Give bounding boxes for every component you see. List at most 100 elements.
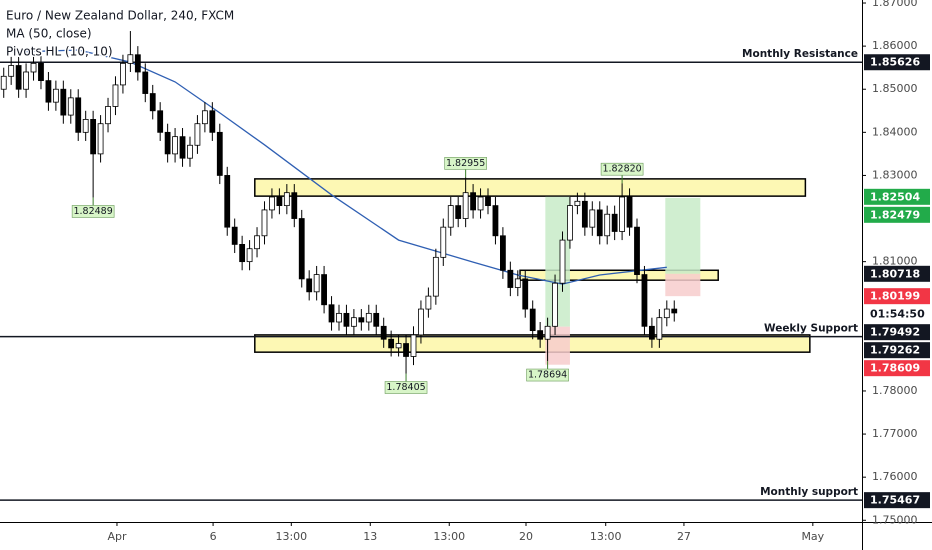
price-tag xyxy=(864,288,930,305)
candle-body xyxy=(127,54,134,64)
candle-body xyxy=(321,274,327,306)
candle-body xyxy=(298,218,305,280)
candle-body xyxy=(470,192,476,211)
candle-body xyxy=(336,312,342,323)
candle-body xyxy=(477,196,484,211)
price-tag-label: 1.75467 xyxy=(870,494,920,507)
price-tag-label: 1.79492 xyxy=(870,326,920,339)
candle-body xyxy=(112,84,119,107)
x-tick-label: 13 xyxy=(363,530,377,543)
price-tag xyxy=(864,188,930,205)
candle-body xyxy=(671,308,678,314)
candle-body xyxy=(656,317,663,340)
pivot-box xyxy=(71,205,115,218)
candle-body xyxy=(559,239,566,284)
pivot-label: 1.82955 xyxy=(446,158,485,169)
candle-body xyxy=(634,226,640,275)
candle-body xyxy=(194,123,201,146)
candle-body xyxy=(67,97,74,116)
candle-body xyxy=(596,209,603,237)
x-tick-label: 20 xyxy=(519,530,533,543)
x-tick-label: Apr xyxy=(107,530,127,543)
candle-body xyxy=(499,235,506,271)
candle-body xyxy=(447,205,454,228)
price-tag xyxy=(864,324,930,341)
candle-body xyxy=(529,308,536,332)
candle-body xyxy=(224,175,231,228)
candle-body xyxy=(313,274,320,293)
candle-body xyxy=(403,343,409,357)
candle-body xyxy=(395,343,402,349)
candle-body xyxy=(105,106,111,125)
candle-body xyxy=(187,144,193,159)
candle-body xyxy=(567,205,573,241)
candle-body xyxy=(283,192,290,207)
candle-body xyxy=(15,65,22,90)
bottom-axis-bg xyxy=(0,522,862,550)
pivot-label: 1.82820 xyxy=(602,164,641,175)
candle-body xyxy=(365,312,372,323)
price-tag-label: 1.82504 xyxy=(870,190,920,203)
pivot-label: 1.78694 xyxy=(528,370,567,381)
candle-body xyxy=(276,196,283,207)
candle-body xyxy=(343,312,350,327)
candle-body xyxy=(30,62,37,73)
price-tag-label: 1.82479 xyxy=(870,208,920,221)
y-tick-label: 1.86000 xyxy=(872,39,918,52)
candle-body xyxy=(380,325,387,340)
x-tick-label: 13:00 xyxy=(275,530,307,543)
candle-body xyxy=(611,213,618,232)
candle-body xyxy=(373,312,380,327)
level-label: Monthly support xyxy=(760,486,858,498)
candle-body xyxy=(231,226,238,245)
price-tag xyxy=(864,492,930,509)
candle-body xyxy=(164,131,171,155)
candle-body xyxy=(619,196,626,232)
candle-body xyxy=(90,119,97,155)
price-tag-label: 1.78609 xyxy=(870,362,920,375)
price-tag xyxy=(864,306,930,323)
price-tag xyxy=(864,265,930,282)
pivot-box xyxy=(384,381,428,394)
candle-body xyxy=(216,131,223,176)
level-label: Monthly Resistance xyxy=(742,48,858,60)
candle-body xyxy=(574,200,581,207)
y-tick-label: 1.81000 xyxy=(872,255,918,268)
candle-body xyxy=(358,317,365,323)
profit-zone xyxy=(665,197,701,274)
pivot-label: 1.78405 xyxy=(386,382,425,393)
candle-body xyxy=(589,209,596,228)
y-tick-label: 1.75000 xyxy=(872,513,918,526)
x-tick-label: 13:00 xyxy=(433,530,465,543)
price-tag-label: 1.85626 xyxy=(870,56,920,69)
y-tick-label: 1.77000 xyxy=(872,427,918,440)
candle-body xyxy=(388,338,395,349)
candle-body xyxy=(328,304,335,323)
candle-body xyxy=(209,110,216,133)
candle-body xyxy=(581,200,588,228)
y-tick-label: 1.78000 xyxy=(872,384,918,397)
y-tick-label: 1.84000 xyxy=(872,125,918,138)
y-tick-label: 1.87000 xyxy=(872,0,918,9)
candle-body xyxy=(261,209,268,237)
candle-body xyxy=(157,110,164,133)
candle-body xyxy=(8,65,15,77)
candle-body xyxy=(97,123,104,155)
candle-body xyxy=(291,192,298,219)
candle-body xyxy=(440,226,447,258)
pivot-box xyxy=(600,162,644,176)
candle-body xyxy=(514,278,521,288)
legend-pivots: Pivots HL (10, 10) xyxy=(6,45,113,59)
y-tick-label: 1.83000 xyxy=(872,168,918,181)
candle-body xyxy=(663,308,670,319)
price-tag-label: 1.80718 xyxy=(870,267,920,280)
candle-body xyxy=(641,274,648,327)
candle-body xyxy=(462,192,469,219)
candle-body xyxy=(179,136,186,159)
candle-body xyxy=(492,205,499,237)
level-label: Weekly Support xyxy=(764,323,858,335)
candle-body xyxy=(455,205,462,219)
